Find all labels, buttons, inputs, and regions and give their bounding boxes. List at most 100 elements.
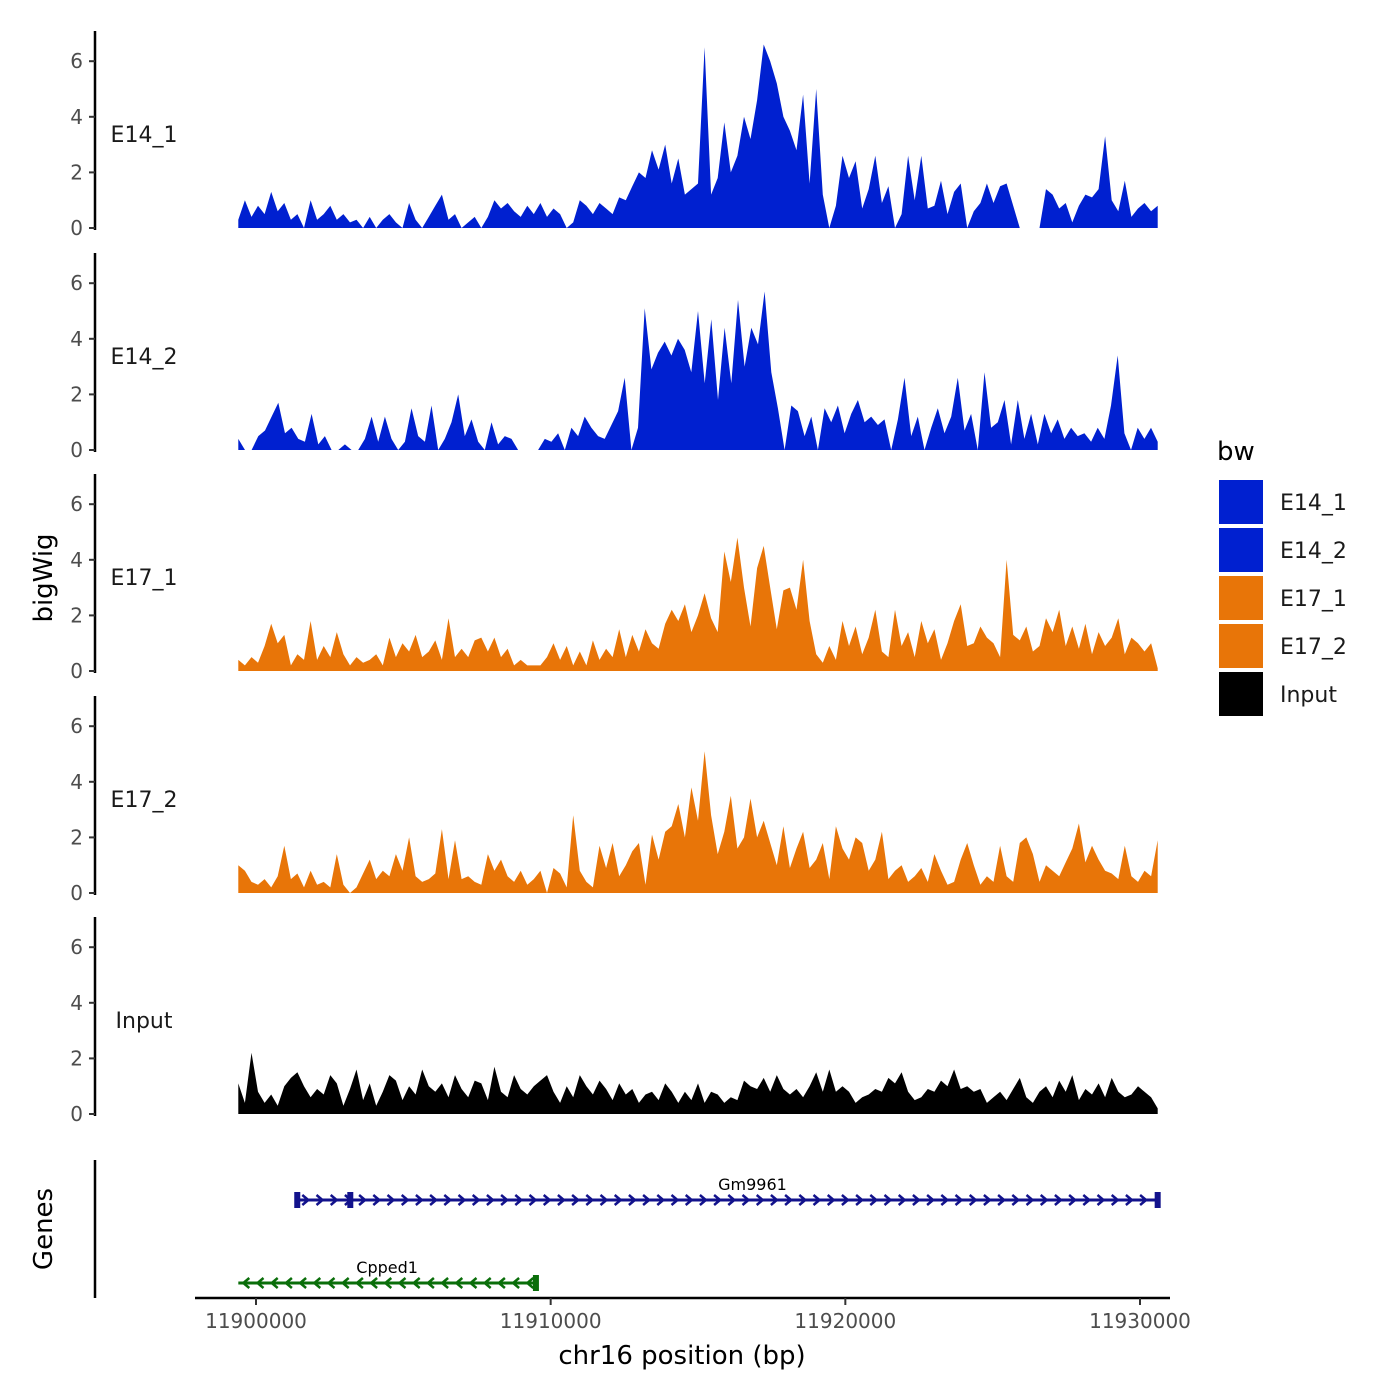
track-label-E17_1: E17_1: [111, 566, 178, 591]
x-tick-label: 11930000: [1089, 1309, 1191, 1333]
strand-chevron: [869, 1194, 879, 1206]
strand-chevron: [613, 1194, 623, 1206]
strand-chevron: [241, 1277, 251, 1289]
strand-chevron: [511, 1277, 520, 1289]
strand-chevron: [457, 1194, 467, 1206]
strand-chevron: [411, 1277, 421, 1289]
strand-chevron: [1110, 1194, 1120, 1206]
x-tick-label: 11910000: [500, 1309, 602, 1333]
y-tick-label: 2: [70, 1046, 83, 1070]
y-tick-label: 0: [70, 438, 83, 462]
track-E14_2: 0 2 4 6 E14_2: [70, 253, 1158, 462]
strand-chevron: [968, 1194, 978, 1206]
strand-chevron: [1082, 1194, 1092, 1206]
y-tick-label: 4: [70, 327, 83, 351]
strand-chevron: [372, 1194, 382, 1206]
strand-chevron: [500, 1194, 510, 1206]
strand-chevron: [699, 1194, 708, 1206]
strand-chevron: [482, 1277, 492, 1289]
strand-chevron: [298, 1277, 307, 1289]
strand-chevron: [741, 1194, 751, 1206]
track-E14_1: 0 2 4 6 E14_1: [70, 31, 1158, 240]
genes-panel-title: Genes: [29, 1188, 59, 1270]
gene-Gm9961: Gm9961: [294, 1175, 1161, 1208]
y-tick-label: 4: [70, 991, 83, 1015]
strand-chevron: [383, 1277, 393, 1289]
legend-label-E17_1: E17_1: [1280, 587, 1347, 612]
strand-chevron: [912, 1194, 921, 1206]
strand-chevron: [329, 1194, 339, 1206]
legend-title: bw: [1217, 437, 1255, 467]
strand-chevron: [940, 1194, 950, 1206]
gene-label-Gm9961: Gm9961: [718, 1175, 787, 1194]
strand-chevron: [841, 1194, 850, 1206]
y-tick-label: 6: [70, 935, 83, 959]
strand-chevron: [528, 1194, 538, 1206]
strand-chevron: [454, 1277, 464, 1289]
strand-chevron: [443, 1194, 453, 1206]
y-tick-label: 2: [70, 382, 83, 406]
strand-chevron: [340, 1277, 350, 1289]
genes-panel: Genes Gm9961 Cpped1: [29, 1160, 1161, 1298]
x-axis-title: chr16 position (bp): [558, 1341, 805, 1371]
strand-chevron: [1039, 1194, 1049, 1206]
gene-label-Cpped1: Cpped1: [356, 1258, 418, 1277]
strand-chevron: [826, 1194, 836, 1206]
strand-chevron: [514, 1194, 524, 1206]
strand-chevron: [1139, 1194, 1149, 1206]
exon-mark: [1154, 1192, 1161, 1208]
strand-chevron: [486, 1194, 495, 1206]
strand-chevron: [269, 1277, 279, 1289]
strand-chevron: [642, 1194, 652, 1206]
y-tick-label: 6: [70, 714, 83, 738]
strand-chevron: [542, 1194, 552, 1206]
strand-chevron: [812, 1194, 822, 1206]
strand-chevron: [997, 1194, 1007, 1206]
legend-label-E14_2: E14_2: [1280, 539, 1347, 564]
strand-chevron: [585, 1194, 595, 1206]
coverage-area-Input: [238, 1052, 1158, 1114]
track-label-E17_2: E17_2: [111, 788, 178, 813]
legend-swatch-E17_1: [1219, 576, 1263, 620]
y-tick-label: 6: [70, 492, 83, 516]
strand-chevron: [1025, 1194, 1035, 1206]
strand-chevron: [599, 1194, 609, 1206]
strand-chevron: [255, 1277, 265, 1289]
coverage-area-E14_2: [238, 291, 1158, 450]
strand-chevron: [670, 1194, 680, 1206]
track-E17_1: 0 2 4 6 E17_1: [70, 474, 1158, 683]
legend: bw E14_1 E14_2 E17_1 E17_2 Input: [1217, 437, 1347, 716]
strand-chevron: [557, 1194, 566, 1206]
strand-chevron: [770, 1194, 779, 1206]
exon-mark: [532, 1275, 539, 1291]
strand-chevron: [727, 1194, 737, 1206]
x-tick-label: 11900000: [205, 1309, 307, 1333]
y-tick-label: 6: [70, 271, 83, 295]
legend-swatch-E17_2: [1219, 624, 1263, 668]
strand-chevron: [468, 1277, 478, 1289]
strand-chevron: [954, 1194, 964, 1206]
strand-chevron: [1096, 1194, 1106, 1206]
strand-chevron: [386, 1194, 396, 1206]
strand-chevron: [312, 1277, 322, 1289]
legend-label-E17_2: E17_2: [1280, 635, 1347, 660]
coverage-tracks: 0 2 4 6 E14_1 0 2 4 6 E14_2 0 2 4 6 E17_1 0 2 4 6 E17_2 0 2 4 6…: [70, 31, 1158, 1126]
strand-chevron: [855, 1194, 865, 1206]
strand-chevron: [397, 1277, 407, 1289]
legend-label-E14_1: E14_1: [1280, 491, 1347, 516]
strand-chevron: [897, 1194, 907, 1206]
legend-swatch-E14_2: [1219, 528, 1263, 572]
strand-chevron: [400, 1194, 410, 1206]
strand-chevron: [926, 1194, 936, 1206]
y-axis-title: bigWig: [29, 533, 59, 622]
strand-chevron: [326, 1277, 336, 1289]
y-tick-label: 6: [70, 49, 83, 73]
y-tick-label: 0: [70, 1102, 83, 1126]
strand-chevron: [628, 1194, 637, 1206]
strand-chevron: [1054, 1194, 1063, 1206]
strand-chevron: [1125, 1194, 1134, 1206]
strand-chevron: [358, 1194, 368, 1206]
coverage-area-E14_1: [238, 44, 1158, 228]
strand-chevron: [425, 1277, 435, 1289]
